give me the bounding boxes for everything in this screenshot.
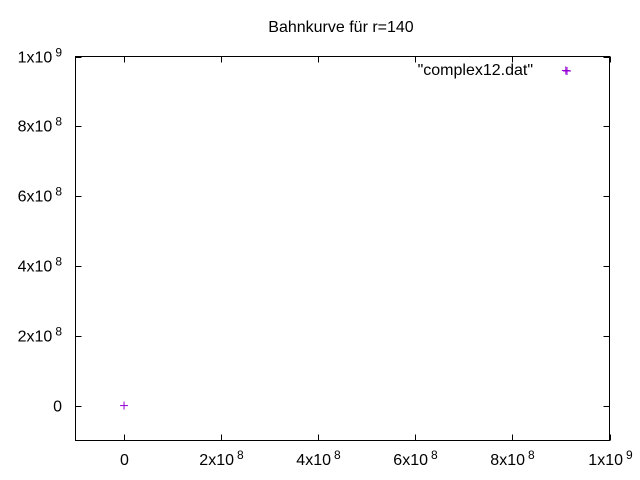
x-tick-label: 4x10 8 [296, 448, 341, 469]
y-tick-label: 6x10 8 [18, 185, 63, 206]
legend-marker-icon [563, 67, 571, 75]
y-tick-label: 8x10 8 [18, 115, 63, 136]
data-point [561, 66, 570, 75]
data-point [120, 401, 129, 410]
plot-frame [75, 56, 610, 441]
axis-ticks [75, 56, 611, 441]
x-tick-label: 8x10 8 [490, 448, 535, 469]
y-tick-label: 1x10 9 [18, 46, 63, 67]
legend: "complex12.dat" [418, 62, 571, 79]
x-tick-label: 0 [120, 452, 129, 469]
y-tick-label: 2x10 8 [18, 325, 63, 346]
x-tick-label: 6x10 8 [393, 448, 438, 469]
tick-labels: 0 2x10 8 4x10 8 6x10 8 8x10 8 1x10 9 0 2x10 8 4x10 8 6x1… [18, 46, 633, 470]
chart-title: Bahnkurve für r=140 [268, 19, 414, 36]
y-tick-label: 0 [53, 399, 62, 416]
x-tick-label: 2x10 8 [199, 448, 244, 469]
x-tick-label: 1x10 9 [588, 448, 633, 469]
legend-label: "complex12.dat" [418, 62, 533, 79]
y-tick-label: 4x10 8 [18, 255, 63, 276]
data-points [120, 66, 570, 410]
